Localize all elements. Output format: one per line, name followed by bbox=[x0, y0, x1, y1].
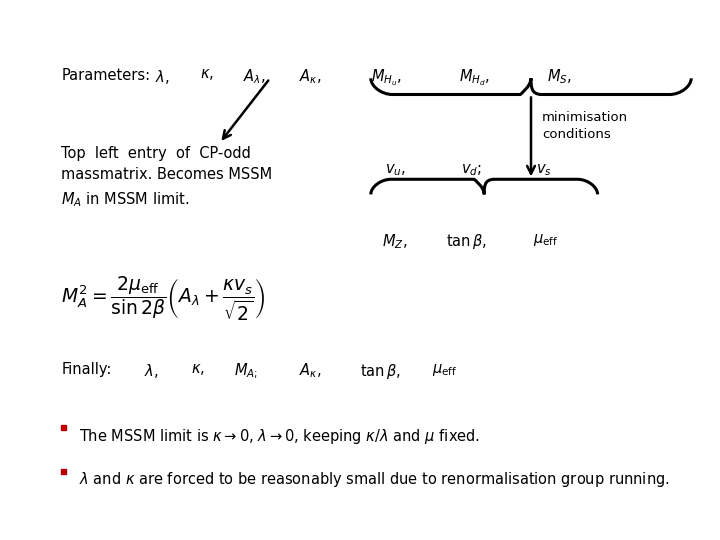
Text: $A_\kappa,$: $A_\kappa,$ bbox=[299, 362, 321, 381]
Text: $A_\kappa,$: $A_\kappa,$ bbox=[299, 68, 321, 86]
Text: Top  left  entry  of  CP-odd
massmatrix. Becomes MSSM
$M_A$ in MSSM limit.: Top left entry of CP-odd massmatrix. Bec… bbox=[61, 146, 272, 209]
Text: minimisation
conditions: minimisation conditions bbox=[542, 111, 628, 141]
Text: $\kappa,$: $\kappa,$ bbox=[191, 362, 204, 377]
Text: $M_A^2 = \dfrac{2\mu_{\rm eff}}{\sin 2\beta}\left(A_\lambda + \dfrac{\kappa v_s}: $M_A^2 = \dfrac{2\mu_{\rm eff}}{\sin 2\b… bbox=[61, 275, 266, 323]
Text: $\lambda,$: $\lambda,$ bbox=[144, 362, 158, 380]
Bar bbox=[61, 426, 66, 430]
Text: $\lambda,$: $\lambda,$ bbox=[155, 68, 169, 85]
Text: $M_S,$: $M_S,$ bbox=[547, 68, 572, 86]
Text: $\mu_{\rm eff}$: $\mu_{\rm eff}$ bbox=[432, 362, 457, 378]
Text: Parameters:: Parameters: bbox=[61, 68, 150, 83]
Text: $v_s$: $v_s$ bbox=[536, 162, 552, 178]
Text: $A_\lambda,$: $A_\lambda,$ bbox=[243, 68, 266, 86]
Text: $\tan\beta,$: $\tan\beta,$ bbox=[360, 362, 401, 381]
Text: $M_{H_u},$: $M_{H_u},$ bbox=[371, 68, 402, 88]
Text: $\lambda$ and $\kappa$ are forced to be reasonably small due to renormalisation : $\lambda$ and $\kappa$ are forced to be … bbox=[79, 470, 670, 489]
Text: $M_Z,$: $M_Z,$ bbox=[382, 232, 407, 251]
Text: $\tan\beta,$: $\tan\beta,$ bbox=[446, 232, 487, 251]
Text: $\mu_{\rm eff}$: $\mu_{\rm eff}$ bbox=[533, 232, 558, 248]
Text: $\kappa,$: $\kappa,$ bbox=[200, 68, 214, 83]
Text: The MSSM limit is $\kappa \rightarrow 0$, $\lambda \rightarrow 0$, keeping $\kap: The MSSM limit is $\kappa \rightarrow 0$… bbox=[79, 427, 480, 446]
Text: Finally:: Finally: bbox=[61, 362, 112, 377]
Text: $v_d;$: $v_d;$ bbox=[461, 162, 482, 178]
Bar bbox=[61, 469, 66, 474]
Text: $M_{H_d},$: $M_{H_d},$ bbox=[459, 68, 490, 88]
Text: $M_{A;}$: $M_{A;}$ bbox=[234, 362, 258, 381]
Text: $v_u,$: $v_u,$ bbox=[385, 162, 406, 178]
